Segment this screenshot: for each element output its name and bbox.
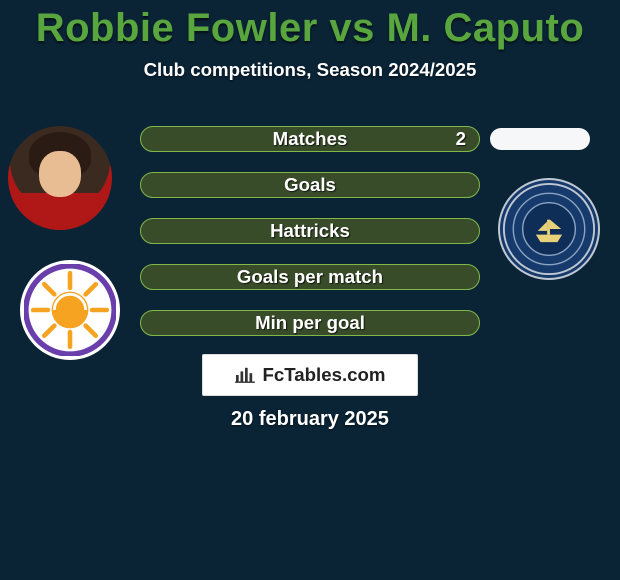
melbourne-city-crest-icon: [502, 182, 596, 276]
stat-bar-label: Goals: [140, 172, 480, 198]
stat-bar-label: Matches: [140, 126, 480, 152]
player-left-avatar: [8, 126, 112, 230]
stat-row: Matches2: [140, 126, 480, 152]
club-crest-right: [498, 178, 600, 280]
comparison-infographic: Robbie Fowler vs M. Caputo Club competit…: [0, 0, 620, 580]
stat-row: Hattricks: [140, 218, 480, 244]
page-title: Robbie Fowler vs M. Caputo: [0, 0, 620, 51]
stat-bar-label: Hattricks: [140, 218, 480, 244]
bar-chart-icon: [234, 366, 256, 384]
stat-row: Min per goal: [140, 310, 480, 336]
stat-bars: Matches2 Goals Hattricks Goals per match Min…: [140, 126, 480, 356]
footer-date: 20 february 2025: [0, 408, 620, 431]
watermark: FcTables.com: [202, 354, 418, 396]
player-right-avatar-placeholder: [490, 128, 590, 150]
stat-bar-label: Min per goal: [140, 310, 480, 336]
stat-bar-label: Goals per match: [140, 264, 480, 290]
avatar-jersey: [8, 193, 112, 230]
stat-row: Goals per match: [140, 264, 480, 290]
perth-glory-crest-icon: [24, 264, 116, 356]
watermark-text: FcTables.com: [262, 364, 385, 386]
page-subtitle: Club competitions, Season 2024/2025: [0, 59, 620, 81]
club-crest-left: [20, 260, 120, 360]
avatar-face: [39, 151, 81, 197]
stat-row: Goals: [140, 172, 480, 198]
stat-bar-right-value: 2: [456, 126, 466, 152]
